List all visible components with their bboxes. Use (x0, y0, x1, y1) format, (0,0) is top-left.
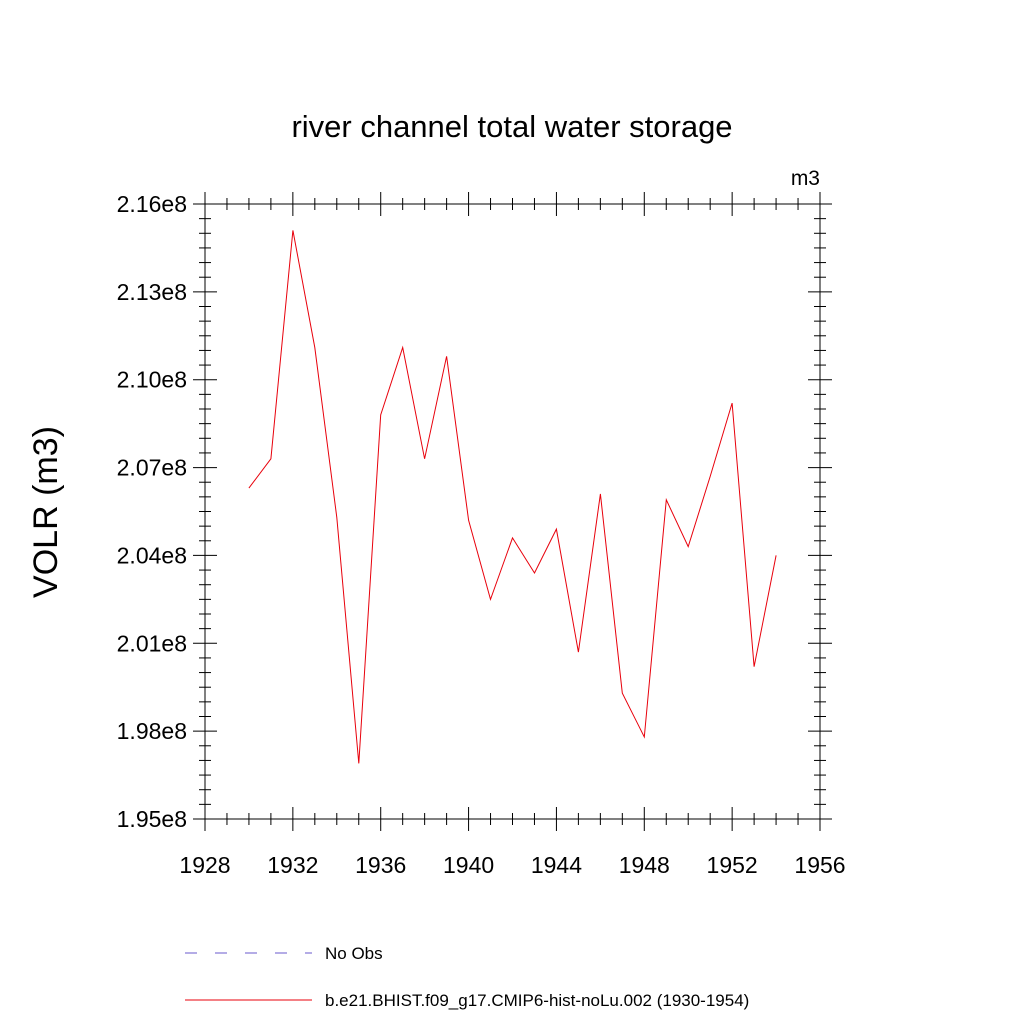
y-axis-label: VOLR (m3) (27, 426, 65, 598)
chart-title: river channel total water storage (291, 109, 732, 144)
y-tick-label: 1.98e8 (117, 718, 187, 744)
x-tick-label: 1948 (619, 852, 670, 878)
legend-label-0: No Obs (325, 944, 383, 963)
data-lines (248, 230, 777, 764)
x-tick-label: 1944 (531, 852, 582, 878)
series-line-1 (248, 230, 777, 764)
x-tick-label: 1928 (179, 852, 230, 878)
units-label: m3 (791, 167, 820, 190)
y-tick-label: 2.13e8 (117, 279, 187, 305)
legend-label-1: b.e21.BHIST.f09_g17.CMIP6-hist-noLu.002 … (325, 991, 749, 1010)
y-tick-label: 2.04e8 (117, 542, 187, 568)
x-tick-label: 1936 (355, 852, 406, 878)
y-tick-label: 2.07e8 (117, 455, 187, 481)
x-tick-label: 1956 (794, 852, 845, 878)
plot-frame (204, 203, 821, 820)
axis-ticks (193, 192, 832, 831)
axis-tick-labels: 1928 1932 1936 1940 1944 1948 1952 1956 1.95e8 1.… (117, 191, 846, 878)
x-tick-label: 1932 (267, 852, 318, 878)
x-tick-label: 1940 (443, 852, 494, 878)
y-tick-label: 2.10e8 (117, 367, 187, 393)
y-tick-label: 2.16e8 (117, 191, 187, 217)
x-tick-label: 1952 (707, 852, 758, 878)
legend: No Obs b.e21.BHIST.f09_g17.CMIP6-hist-noL… (185, 944, 749, 1010)
y-tick-label: 2.01e8 (117, 630, 187, 656)
y-tick-label: 1.95e8 (117, 806, 187, 832)
